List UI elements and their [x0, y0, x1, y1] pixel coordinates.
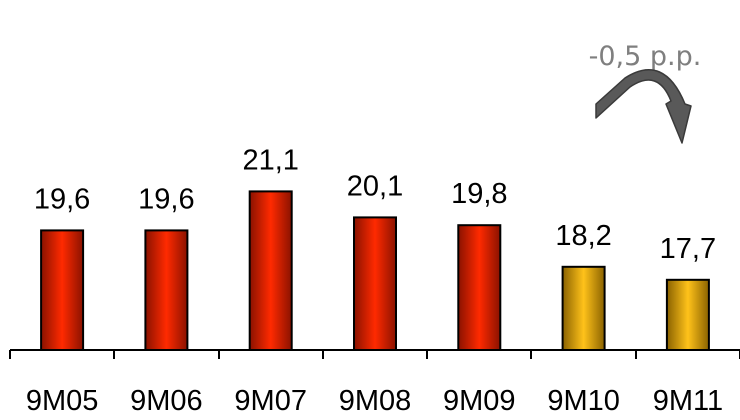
change-annotation-text: -0,5 p.p.	[589, 41, 702, 72]
value-labels-group: 19,6 19,6 21,1 20,1 19,8 18,2 17,7	[34, 144, 716, 264]
bar-9M08	[353, 216, 397, 351]
value-label-9M10: 18,2	[555, 220, 611, 252]
bar-9M11	[665, 278, 710, 351]
x-axis-ticks	[9, 350, 740, 359]
value-label-9M05: 19,6	[34, 183, 90, 215]
bar-9M09	[457, 224, 502, 351]
value-label-9M08: 20,1	[347, 170, 403, 202]
category-label-9M09: 9M09	[443, 385, 516, 417]
curved-arrow-down-right-icon	[595, 69, 692, 144]
bar-9M06	[144, 229, 189, 351]
category-label-9M07: 9M07	[234, 385, 307, 417]
category-label-9M06: 9M06	[130, 385, 203, 417]
category-label-9M10: 9M10	[547, 385, 620, 417]
change-callout: -0,5 p.p.	[589, 41, 702, 144]
category-label-9M11: 9M11	[653, 385, 723, 417]
value-label-9M09: 19,8	[451, 178, 507, 210]
bars-group	[40, 190, 710, 351]
value-label-9M11: 17,7	[660, 233, 716, 265]
value-label-9M07: 21,1	[242, 144, 298, 176]
value-label-9M06: 19,6	[138, 183, 194, 215]
category-label-9M08: 9M08	[339, 385, 412, 417]
x-axis-tick-labels: 9M05 9M06 9M07 9M08 9M09 9M10 9M11	[26, 385, 723, 417]
category-label-9M05: 9M05	[26, 385, 99, 417]
bar-9M07	[248, 190, 293, 351]
bar-9M05	[40, 229, 85, 351]
bar-9M10	[561, 265, 606, 351]
